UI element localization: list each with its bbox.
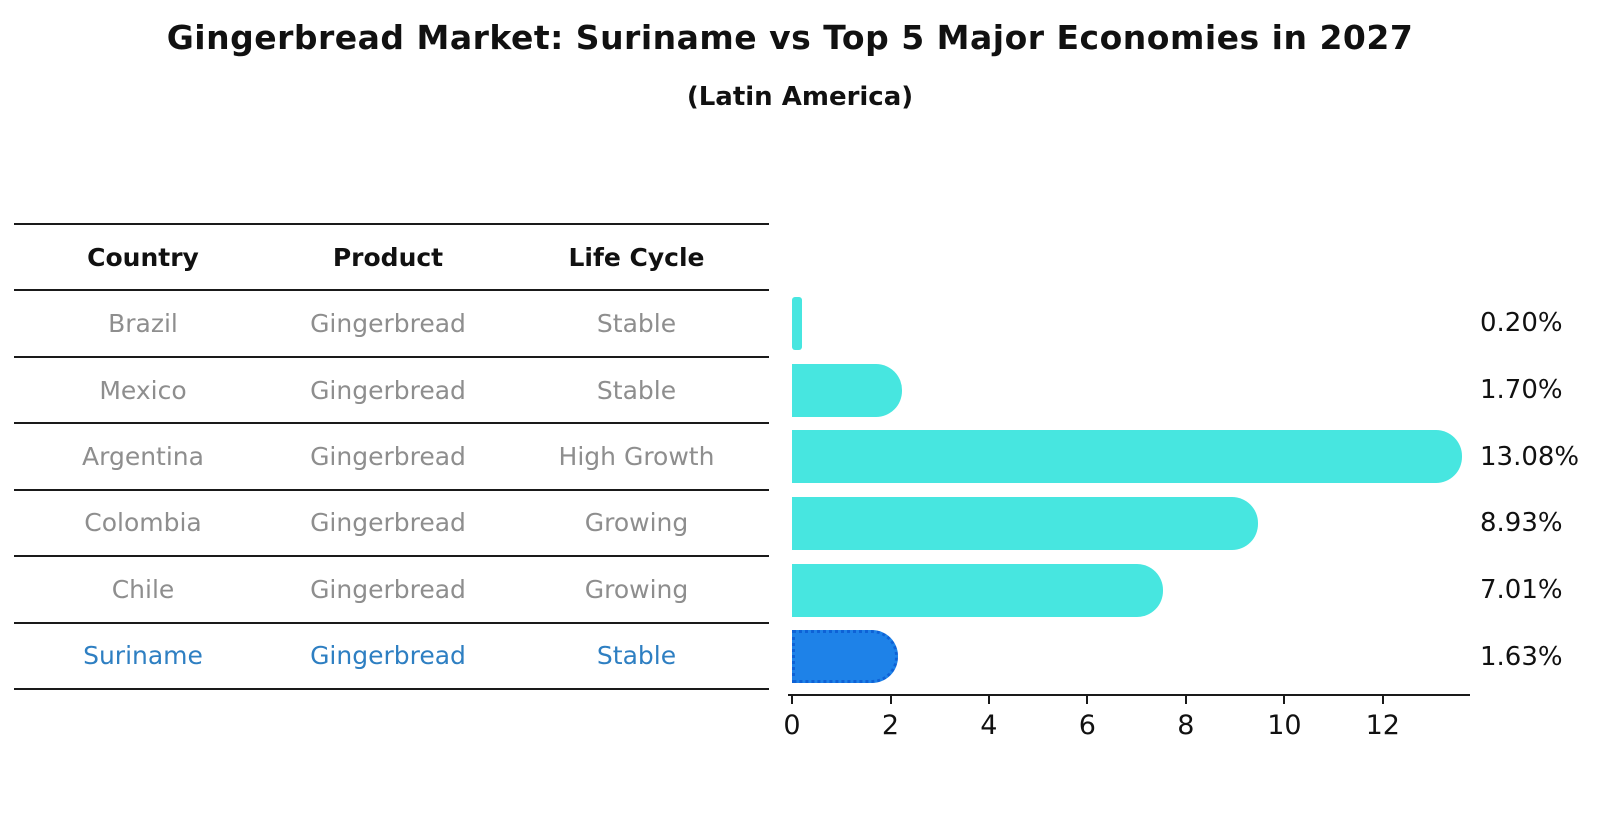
chart-title: Gingerbread Market: Suriname vs Top 5 Ma…: [166, 18, 1414, 57]
table-header-row: Country Product Life Cycle: [14, 223, 769, 289]
x-tick-mark: [889, 696, 892, 704]
cell-country: Suriname: [83, 641, 203, 671]
cell-life-cycle: Stable: [596, 309, 677, 339]
bar-argentina: [792, 430, 1462, 484]
table-row: Brazil Gingerbread Stable: [14, 289, 769, 355]
bar-plot-area: [792, 290, 1470, 690]
bar-brazil: [792, 296, 802, 350]
value-label: 8.93%: [1480, 508, 1563, 539]
cell-product: Gingerbread: [310, 574, 466, 604]
x-tick-label: 2: [881, 710, 900, 741]
cell-product: Gingerbread: [310, 309, 466, 339]
country-table: Country Product Life Cycle Brazil Ginger…: [14, 223, 769, 690]
x-tick-label: 6: [1078, 710, 1096, 741]
cell-country: Brazil: [108, 309, 178, 339]
cell-life-cycle: Growing: [584, 574, 689, 604]
cell-product: Gingerbread: [310, 375, 466, 405]
x-axis-line: [788, 694, 1470, 696]
column-header-product: Product: [332, 242, 444, 272]
x-tick-mark: [1381, 696, 1384, 704]
value-label-column: 0.20% 1.70% 13.08% 8.93% 7.01% 1.63%: [1480, 290, 1604, 690]
table-row: Colombia Gingerbread Growing: [14, 488, 769, 555]
cell-country: Chile: [111, 574, 175, 604]
bar-suriname: [792, 630, 899, 684]
x-tick-label: 10: [1267, 710, 1302, 741]
cell-life-cycle: Growing: [584, 508, 689, 538]
cell-country: Mexico: [99, 375, 187, 405]
value-label: 1.63%: [1480, 641, 1563, 672]
cell-country: Argentina: [82, 441, 204, 471]
x-tick-mark: [987, 696, 990, 704]
x-tick-mark: [1283, 696, 1286, 704]
value-label: 7.01%: [1480, 575, 1563, 606]
value-label: 0.20%: [1480, 308, 1563, 339]
cell-product: Gingerbread: [310, 441, 466, 471]
value-label: 1.70%: [1480, 375, 1563, 405]
column-header-life-cycle: Life Cycle: [568, 242, 705, 272]
x-tick-label: 8: [1177, 710, 1195, 741]
x-tick-mark: [1086, 696, 1089, 704]
table-row: Mexico Gingerbread Stable: [14, 355, 769, 422]
cell-life-cycle: Stable: [596, 375, 677, 405]
x-tick-mark: [1184, 696, 1187, 704]
bar-chile: [792, 563, 1164, 617]
table-row-suriname: Suriname Gingerbread Stable: [14, 621, 769, 690]
x-tick-label: 12: [1365, 710, 1400, 741]
chart-subtitle: (Latin America): [686, 82, 914, 112]
cell-country: Colombia: [84, 508, 202, 538]
cell-product: Gingerbread: [310, 508, 466, 538]
x-axis-ticks: 0 2 4 6 8 10 12: [783, 696, 1470, 746]
cell-product: Gingerbread: [310, 641, 466, 671]
value-label: 13.08%: [1480, 441, 1580, 472]
x-tick-mark: [791, 696, 793, 704]
cell-life-cycle: High Growth: [558, 441, 715, 471]
bar-mexico: [792, 363, 902, 417]
x-tick-label: 4: [980, 710, 998, 741]
table-row: Argentina Gingerbread High Growth: [14, 422, 769, 488]
table-row: Chile Gingerbread Growing: [14, 555, 769, 621]
column-header-country: Country: [87, 242, 199, 272]
x-tick-label: 0: [783, 710, 801, 741]
bar-colombia: [792, 496, 1258, 550]
cell-life-cycle: Stable: [596, 641, 677, 671]
